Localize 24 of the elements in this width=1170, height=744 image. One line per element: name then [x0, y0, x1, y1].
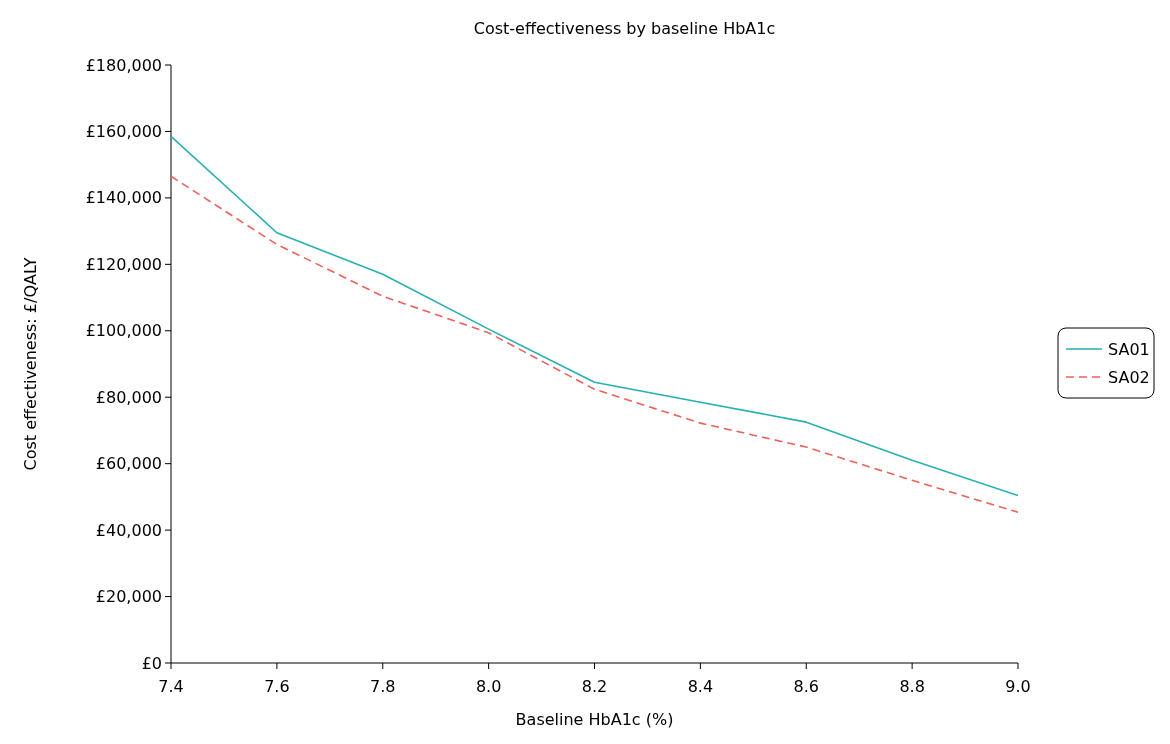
- y-tick-label: £160,000: [85, 122, 162, 142]
- x-tick-label: 8.2: [581, 677, 608, 696]
- legend-label: SA01: [1108, 339, 1150, 359]
- y-tick-label: £0: [141, 653, 162, 673]
- x-tick-label: 7.8: [370, 677, 396, 696]
- x-tick-label: 8.0: [475, 677, 502, 696]
- x-tick-label: 8.6: [793, 677, 819, 696]
- x-tick-label: 9.0: [1005, 677, 1031, 696]
- y-tick-label: £40,000: [95, 520, 162, 540]
- y-tick-label: £180,000: [85, 55, 162, 75]
- y-tick-label: £20,000: [95, 587, 162, 607]
- x-tick-label: 7.6: [264, 677, 290, 696]
- x-tick-label: 8.4: [687, 677, 714, 696]
- y-tick-label: £100,000: [85, 321, 162, 341]
- x-axis-title: Baseline HbA1c (%): [515, 710, 674, 729]
- y-tick-label: £120,000: [85, 254, 162, 274]
- legend-label: SA02: [1108, 367, 1150, 387]
- x-tick-label: 7.4: [158, 677, 184, 696]
- y-tick-label: £140,000: [85, 188, 162, 208]
- y-tick-label: £80,000: [95, 387, 162, 407]
- y-axis-title: Cost effectiveness: £/QALY: [21, 257, 40, 471]
- x-tick-label: 8.8: [899, 677, 925, 696]
- y-tick-label: £60,000: [95, 454, 162, 474]
- chart-title: Cost-effectiveness by baseline HbA1c: [473, 19, 776, 38]
